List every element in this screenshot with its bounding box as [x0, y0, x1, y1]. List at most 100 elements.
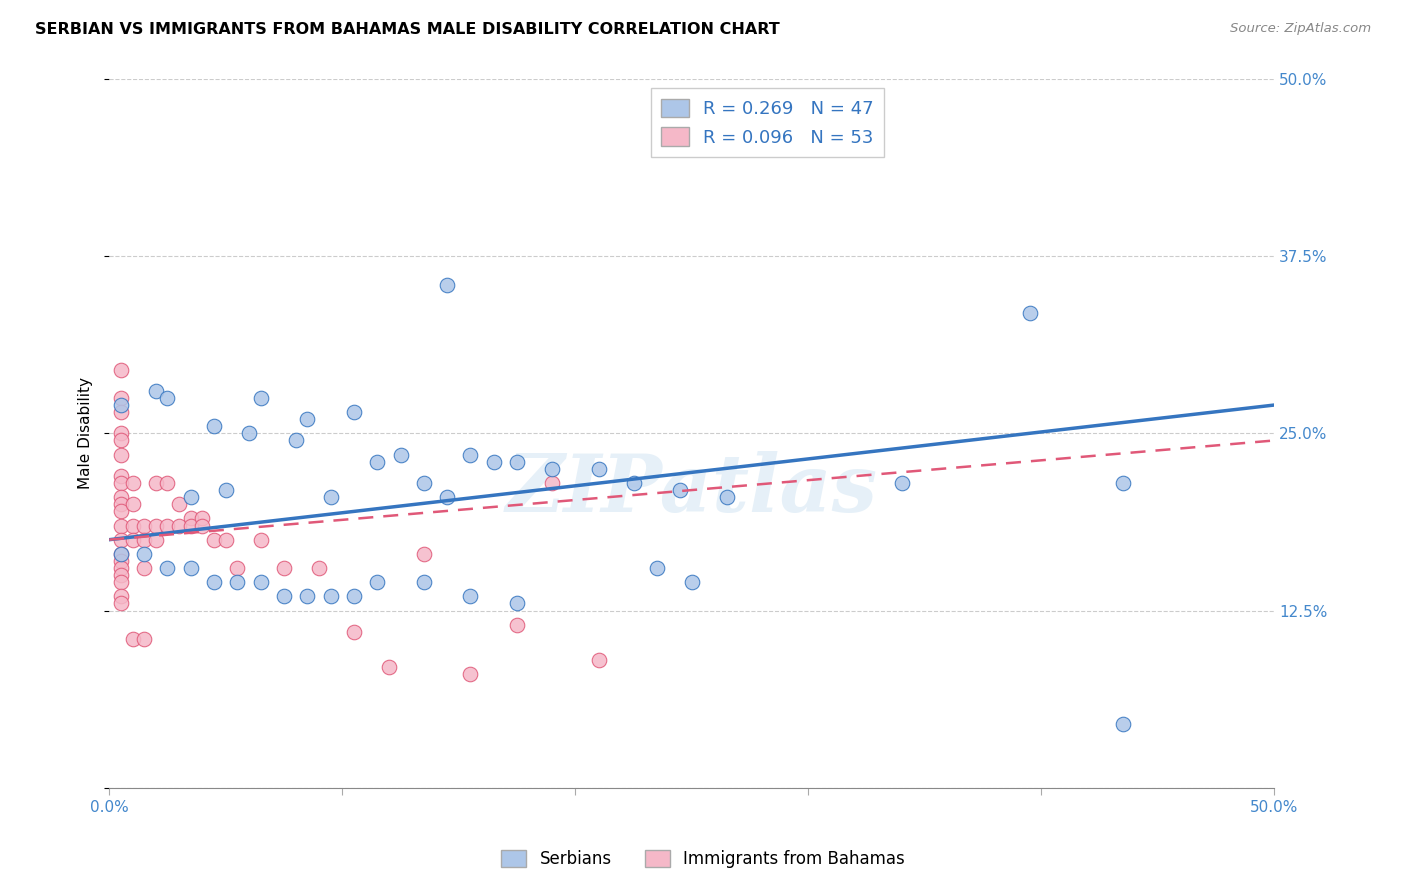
- Point: [156, 391, 179, 405]
- Point: [134, 632, 156, 646]
- Point: [145, 384, 167, 398]
- Point: [460, 448, 482, 462]
- Point: [167, 497, 190, 511]
- Point: [134, 518, 156, 533]
- Point: [343, 624, 366, 639]
- Point: [343, 405, 366, 419]
- Legend: Serbians, Immigrants from Bahamas: Serbians, Immigrants from Bahamas: [495, 843, 911, 875]
- Point: [366, 455, 388, 469]
- Point: [180, 490, 202, 504]
- Point: [506, 455, 529, 469]
- Point: [249, 575, 271, 590]
- Point: [110, 391, 132, 405]
- Point: [110, 568, 132, 582]
- Point: [134, 547, 156, 561]
- Point: [436, 277, 458, 292]
- Point: [180, 561, 202, 575]
- Point: [110, 362, 132, 376]
- Point: [436, 490, 458, 504]
- Point: [145, 518, 167, 533]
- Point: [156, 475, 179, 490]
- Point: [588, 462, 610, 476]
- Point: [389, 448, 412, 462]
- Text: Source: ZipAtlas.com: Source: ZipAtlas.com: [1230, 22, 1371, 36]
- Point: [343, 590, 366, 604]
- Point: [716, 490, 738, 504]
- Point: [121, 475, 143, 490]
- Point: [121, 497, 143, 511]
- Point: [284, 434, 307, 448]
- Point: [180, 518, 202, 533]
- Point: [121, 632, 143, 646]
- Point: [121, 518, 143, 533]
- Point: [273, 590, 295, 604]
- Point: [110, 469, 132, 483]
- Point: [249, 391, 271, 405]
- Point: [110, 490, 132, 504]
- Point: [134, 533, 156, 547]
- Point: [412, 547, 434, 561]
- Point: [226, 561, 249, 575]
- Y-axis label: Male Disability: Male Disability: [79, 377, 93, 490]
- Point: [297, 590, 319, 604]
- Point: [273, 561, 295, 575]
- Point: [319, 590, 342, 604]
- Point: [110, 405, 132, 419]
- Point: [297, 412, 319, 426]
- Point: [202, 533, 225, 547]
- Point: [167, 518, 190, 533]
- Point: [191, 511, 214, 525]
- Point: [134, 561, 156, 575]
- Point: [506, 597, 529, 611]
- Point: [156, 561, 179, 575]
- Point: [645, 561, 668, 575]
- Point: [202, 575, 225, 590]
- Point: [1112, 475, 1135, 490]
- Point: [110, 547, 132, 561]
- Point: [110, 497, 132, 511]
- Point: [156, 518, 179, 533]
- Point: [110, 398, 132, 412]
- Point: [1112, 717, 1135, 731]
- Point: [308, 561, 330, 575]
- Point: [110, 518, 132, 533]
- Point: [110, 575, 132, 590]
- Point: [110, 547, 132, 561]
- Point: [110, 533, 132, 547]
- Point: [412, 475, 434, 490]
- Point: [215, 533, 238, 547]
- Text: SERBIAN VS IMMIGRANTS FROM BAHAMAS MALE DISABILITY CORRELATION CHART: SERBIAN VS IMMIGRANTS FROM BAHAMAS MALE …: [35, 22, 780, 37]
- Point: [506, 617, 529, 632]
- Point: [215, 483, 238, 497]
- Point: [202, 419, 225, 434]
- Point: [623, 475, 645, 490]
- Point: [378, 660, 401, 674]
- Point: [460, 667, 482, 681]
- Point: [249, 533, 271, 547]
- Point: [669, 483, 692, 497]
- Point: [110, 434, 132, 448]
- Point: [1018, 306, 1040, 320]
- Point: [681, 575, 703, 590]
- Point: [412, 575, 434, 590]
- Point: [110, 426, 132, 441]
- Point: [541, 462, 564, 476]
- Point: [110, 504, 132, 518]
- Point: [786, 107, 808, 121]
- Point: [121, 533, 143, 547]
- Point: [366, 575, 388, 590]
- Point: [890, 475, 912, 490]
- Point: [588, 653, 610, 667]
- Point: [145, 533, 167, 547]
- Point: [110, 475, 132, 490]
- Point: [110, 597, 132, 611]
- Point: [319, 490, 342, 504]
- Point: [226, 575, 249, 590]
- Text: ZIPatlas: ZIPatlas: [506, 451, 877, 529]
- Point: [180, 511, 202, 525]
- Point: [191, 518, 214, 533]
- Point: [110, 561, 132, 575]
- Point: [110, 448, 132, 462]
- Point: [145, 475, 167, 490]
- Point: [238, 426, 260, 441]
